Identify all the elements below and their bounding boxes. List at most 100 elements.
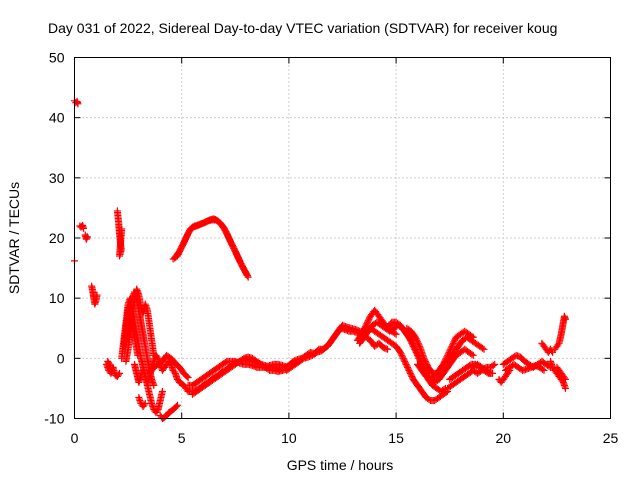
data-point <box>409 341 417 349</box>
data-point <box>441 357 449 365</box>
data-point <box>404 363 412 371</box>
data-point <box>364 318 372 326</box>
data-point <box>442 388 450 396</box>
data-point <box>363 320 371 328</box>
data-point <box>364 317 372 325</box>
data-point <box>400 356 408 364</box>
data-point <box>414 339 422 347</box>
y-tick-label: 0 <box>57 350 65 366</box>
x-tick-label: 20 <box>496 430 512 446</box>
data-point <box>116 369 124 377</box>
data-point <box>405 366 413 374</box>
data-point <box>548 347 556 355</box>
data-point <box>446 345 454 353</box>
data-point <box>540 366 548 374</box>
data-point <box>479 344 487 352</box>
data-point <box>421 357 429 365</box>
y-tick-labels: -10 0 10 20 30 40 50 <box>44 50 64 427</box>
data-point <box>139 366 147 374</box>
data-point <box>398 351 406 359</box>
data-point <box>153 353 161 361</box>
data-point <box>539 365 547 373</box>
data-point <box>412 335 420 343</box>
data-point <box>241 268 249 276</box>
y-tick-label: 10 <box>49 290 65 306</box>
data-point <box>423 360 431 368</box>
data-point <box>184 374 192 382</box>
x-tick-labels: 0 5 10 15 20 25 <box>71 430 619 446</box>
data-point <box>170 368 178 376</box>
data-point <box>134 351 142 359</box>
data-point <box>486 369 494 377</box>
data-point <box>554 341 562 349</box>
data-point <box>469 333 477 341</box>
data-point <box>491 360 499 368</box>
data-point <box>173 401 181 409</box>
data-point <box>240 265 248 273</box>
data-point <box>446 347 454 355</box>
data-point <box>399 354 407 362</box>
data-point <box>74 100 82 108</box>
y-axis-label: SDTVAR / TECUs <box>6 182 22 294</box>
x-tick-label: 25 <box>603 430 619 446</box>
data-point <box>444 351 452 359</box>
data-point <box>397 350 405 358</box>
data-point <box>118 225 126 233</box>
data-point <box>442 354 450 362</box>
data-point <box>560 374 568 382</box>
data-point <box>440 359 448 367</box>
data-point <box>422 359 430 367</box>
data-point <box>241 267 249 275</box>
y-tick-label: 30 <box>49 170 65 186</box>
data-point <box>401 359 409 367</box>
data-point <box>447 344 455 352</box>
data-point <box>153 407 161 415</box>
data-point <box>405 333 413 341</box>
data-point <box>404 365 412 373</box>
data-point <box>411 345 419 353</box>
data-point <box>80 224 88 232</box>
y-tick-label: 50 <box>49 50 65 66</box>
data-point <box>172 402 180 410</box>
data-point <box>451 336 459 344</box>
data-point <box>411 333 419 341</box>
data-point <box>93 291 101 299</box>
data-point <box>561 375 569 383</box>
data-point <box>158 387 166 395</box>
data-point <box>413 336 421 344</box>
data-point <box>183 373 191 381</box>
plot-frame <box>74 57 611 419</box>
data-point <box>391 329 399 337</box>
data-point <box>408 339 416 347</box>
data-point <box>444 350 452 358</box>
data-point <box>83 233 91 241</box>
data-point <box>242 270 250 278</box>
data-point <box>408 372 416 380</box>
data-point <box>406 368 414 376</box>
data-point <box>406 336 414 344</box>
data-point <box>468 350 476 358</box>
data-point <box>150 381 158 389</box>
data-point <box>243 271 251 279</box>
data-point <box>439 360 447 368</box>
y-tick-label: -10 <box>44 411 64 427</box>
data-point <box>403 362 411 370</box>
data-point <box>141 399 149 407</box>
data-point <box>468 332 476 340</box>
y-tick-label: 40 <box>49 110 65 126</box>
data-point <box>467 363 475 371</box>
data-point <box>108 368 116 376</box>
data-point <box>449 341 457 349</box>
data-point <box>561 384 569 392</box>
data-series-sdtvar <box>71 97 569 422</box>
data-point <box>420 354 428 362</box>
data-point <box>406 369 414 377</box>
data-point <box>401 357 409 365</box>
data-point <box>402 360 410 368</box>
x-tick-label: 0 <box>71 430 79 446</box>
data-point <box>406 335 414 343</box>
data-point <box>384 345 392 353</box>
data-point <box>140 401 148 409</box>
data-point <box>396 348 404 356</box>
